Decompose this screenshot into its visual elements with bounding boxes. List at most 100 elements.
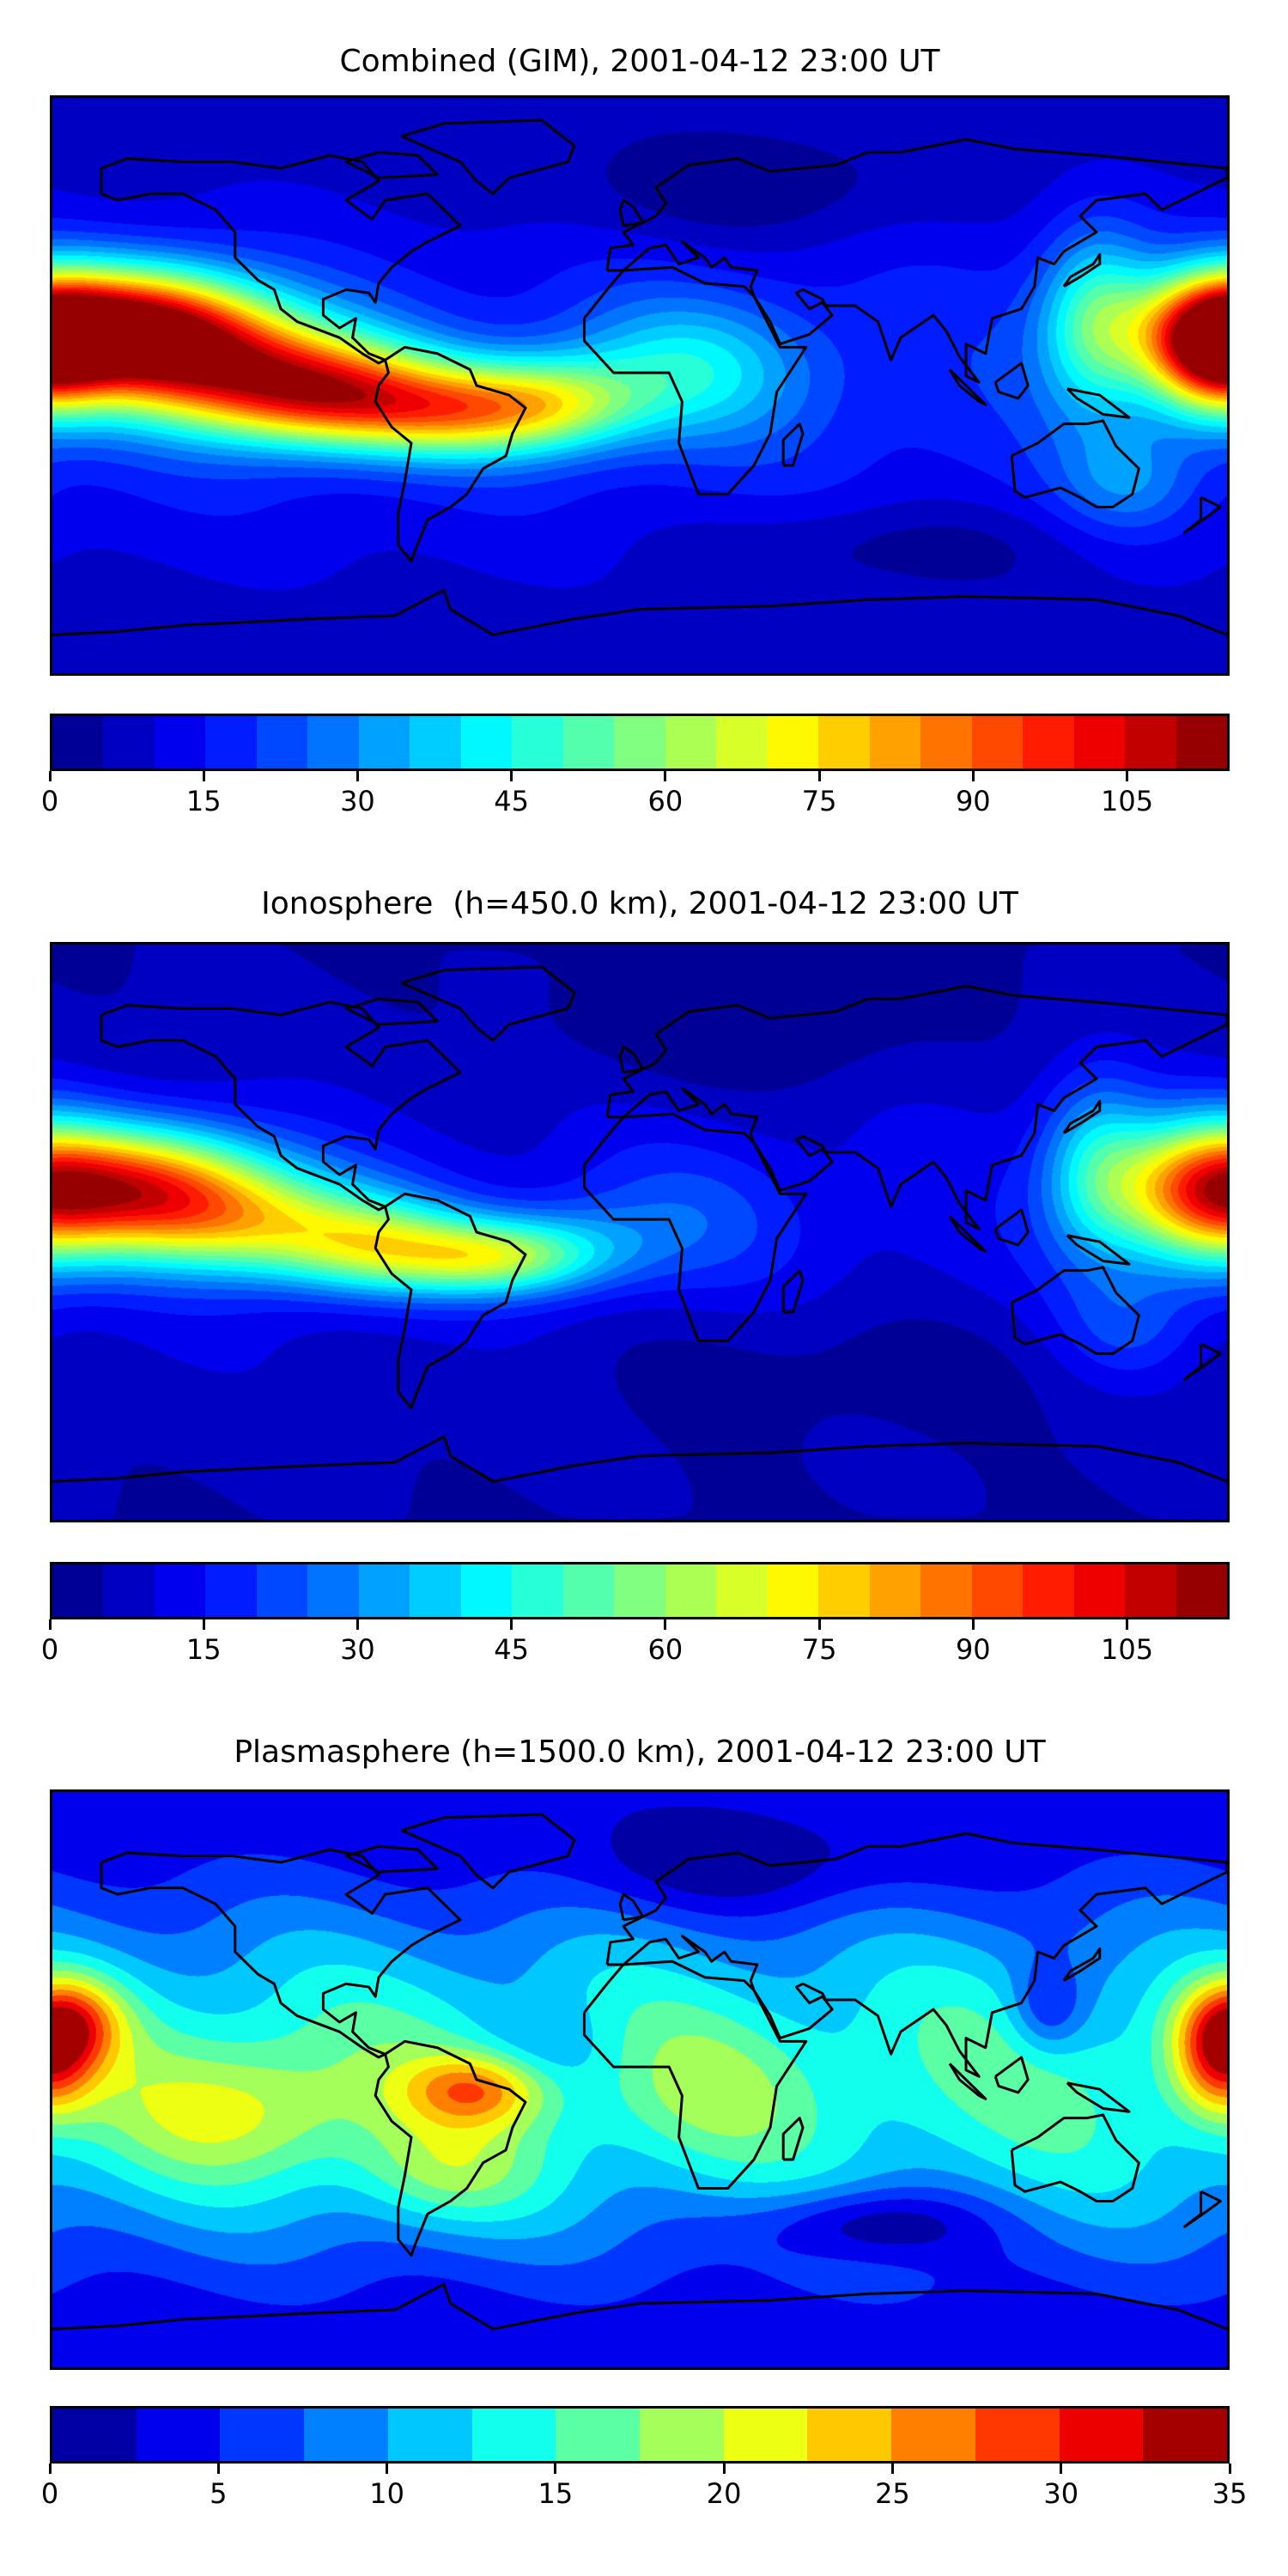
- colorbar-tick-label: 30: [1043, 2477, 1079, 2510]
- coastline-south-america: [375, 1194, 526, 1407]
- colorbar-bands: [50, 714, 1230, 771]
- coastline-australia: [1012, 421, 1139, 507]
- colorbar-tick-label: 15: [538, 2477, 574, 2510]
- coastline-australia: [1012, 1267, 1139, 1354]
- coastline-antarctica: [52, 1437, 1227, 1481]
- colorbar-tick-label: 30: [340, 785, 375, 817]
- colorbar-band: [1176, 716, 1228, 769]
- colorbar-band: [307, 1564, 359, 1617]
- colorbar-band: [52, 1564, 104, 1617]
- colorbar-tick-label: 20: [706, 2477, 742, 2510]
- panel-1-colorbar: 0 15 30 45 60 75 90 105: [41, 714, 1230, 817]
- colorbar-tick: [202, 771, 205, 781]
- coastline-great-britain: [620, 200, 643, 226]
- panel-1-map: [50, 95, 1230, 676]
- coastline-africa: [584, 267, 805, 494]
- coastline-new-zealand: [1185, 2191, 1221, 2227]
- colorbar-tick-label: 35: [1212, 2477, 1248, 2510]
- colorbar-band: [716, 716, 768, 769]
- panel-2-colorbar: 0 15 30 45 60 75 90 105: [41, 1562, 1230, 1665]
- colorbar-band: [767, 716, 819, 769]
- coastline-eurasia: [607, 1833, 1227, 2076]
- colorbar-band: [154, 1564, 206, 1617]
- colorbar-tick: [817, 771, 821, 781]
- colorbar-band: [1125, 716, 1176, 769]
- colorbar-band: [512, 1564, 563, 1617]
- panel-2-contour-field: [52, 945, 1227, 1520]
- coastline-japan: [1064, 1948, 1100, 1980]
- colorbar-band: [205, 716, 257, 769]
- coastline-borneo: [995, 363, 1028, 398]
- colorbar-band: [460, 1564, 513, 1617]
- colorbar-band: [971, 716, 1024, 769]
- colorbar-tick: [202, 1619, 205, 1630]
- colorbar-band: [387, 2409, 472, 2461]
- colorbar-band: [410, 1564, 461, 1617]
- coastline-sumatra: [950, 1216, 986, 1251]
- colorbar-band: [723, 2409, 808, 2461]
- coastline-north-america: [101, 1002, 460, 1210]
- colorbar-tick: [355, 771, 359, 781]
- colorbar-tick-label: 10: [369, 2477, 404, 2510]
- colorbar-tick-label: 105: [1100, 785, 1154, 817]
- coastline-madagascar: [783, 2118, 803, 2160]
- coastline-north-america: [101, 155, 460, 363]
- colorbar-band: [256, 1564, 308, 1617]
- colorbar-band: [562, 716, 615, 769]
- panel-2-title: Ionosphere (h=450.0 km), 2001-04-12 23:0…: [261, 886, 1018, 921]
- colorbar-band: [807, 2409, 892, 2461]
- colorbar-tick: [355, 1619, 359, 1630]
- panel-3-coastlines: [52, 1792, 1227, 2367]
- colorbar-band: [891, 2409, 975, 2461]
- colorbar-tick-label: 75: [801, 1633, 837, 1666]
- coastline-new-guinea: [1067, 1236, 1129, 1265]
- panel-3-map: [50, 1789, 1230, 2370]
- colorbar-band: [556, 2409, 641, 2461]
- coastline-madagascar: [783, 1271, 803, 1312]
- colorbar-tick-label: 90: [955, 1633, 991, 1666]
- colorbar-bands: [50, 2406, 1230, 2464]
- colorbar-band: [304, 2409, 388, 2461]
- colorbar-tick: [554, 2464, 557, 2474]
- coastline-australia: [1012, 2115, 1139, 2202]
- colorbar-tick: [48, 2464, 52, 2474]
- coastline-japan: [1064, 1101, 1100, 1133]
- coastline-new-zealand: [1185, 497, 1221, 532]
- colorbar-band: [1023, 716, 1074, 769]
- colorbar-tick-label: 105: [1100, 1633, 1154, 1666]
- colorbar-tick: [510, 771, 513, 781]
- colorbar-tick-label: 60: [647, 785, 683, 817]
- colorbar-tick: [817, 1619, 821, 1630]
- colorbar-band: [136, 2409, 221, 2461]
- coastline-borneo: [995, 2057, 1028, 2093]
- colorbar-band: [205, 1564, 257, 1617]
- colorbar-tick-label: 15: [185, 785, 222, 817]
- colorbar-band: [920, 1564, 972, 1617]
- colorbar-band: [818, 1564, 870, 1617]
- panel-2-map: [50, 942, 1230, 1522]
- colorbar-band: [975, 2409, 1060, 2461]
- colorbar-band: [103, 716, 155, 769]
- colorbar-tick-label: 15: [185, 1633, 222, 1666]
- colorbar-tick-label: 45: [494, 785, 529, 817]
- coastline-great-britain: [620, 1047, 643, 1072]
- colorbar-band: [358, 1564, 410, 1617]
- coastline-greenland: [402, 120, 574, 194]
- colorbar-tick-label: 45: [494, 1633, 529, 1666]
- coastline-great-britain: [620, 1894, 643, 1920]
- colorbar-tick-label: 0: [40, 785, 59, 817]
- colorbar-tick-label: 90: [955, 785, 991, 817]
- colorbar-band: [665, 1564, 717, 1617]
- coastline-eurasia: [607, 986, 1227, 1229]
- colorbar-tick: [664, 771, 667, 781]
- colorbar-tick: [890, 2464, 894, 2474]
- colorbar-tick: [722, 2464, 726, 2474]
- coastline-eurasia: [607, 139, 1227, 382]
- colorbar-band: [1059, 2409, 1144, 2461]
- coastline-south-america: [375, 347, 526, 561]
- colorbar-band: [614, 1564, 665, 1617]
- colorbar-band: [256, 716, 308, 769]
- panel-2-coastlines: [52, 945, 1227, 1520]
- coastline-madagascar: [783, 424, 803, 465]
- colorbar-tick: [1228, 2464, 1231, 2474]
